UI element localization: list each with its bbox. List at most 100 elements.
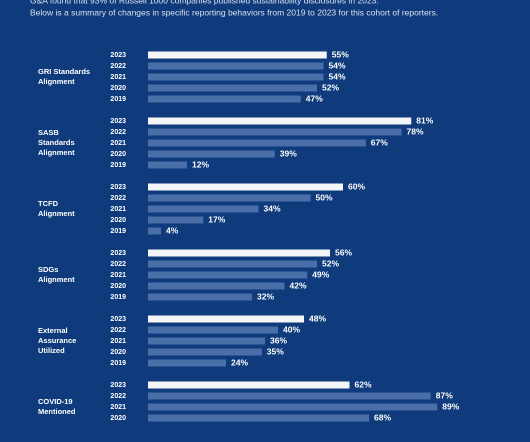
year-label: 2021	[110, 404, 126, 411]
value-label: 56%	[335, 247, 352, 257]
value-label: 12%	[192, 159, 209, 169]
value-label: 78%	[407, 126, 424, 136]
bar	[148, 260, 317, 268]
bar	[148, 161, 187, 169]
bar	[148, 282, 285, 290]
year-label: 2021	[110, 206, 126, 213]
bar	[148, 315, 304, 323]
year-label: 2022	[110, 327, 126, 334]
bar	[148, 183, 343, 191]
group-label: Mentioned	[38, 407, 76, 416]
bar	[148, 337, 265, 345]
year-label: 2023	[110, 382, 126, 389]
value-label: 52%	[322, 258, 339, 268]
group-label: SDGs	[38, 265, 58, 274]
bar	[148, 117, 412, 125]
value-label: 40%	[283, 324, 300, 334]
value-label: 17%	[208, 214, 225, 224]
year-label: 2021	[110, 338, 126, 345]
bar	[148, 194, 311, 202]
value-label: 47%	[306, 93, 323, 103]
bar	[148, 271, 308, 279]
year-label: 2019	[110, 228, 126, 235]
bar	[148, 392, 431, 400]
value-label: 42%	[290, 280, 307, 290]
bar	[148, 150, 275, 158]
value-label: 68%	[374, 412, 391, 422]
year-label: 2022	[110, 195, 126, 202]
year-label: 2023	[110, 52, 126, 59]
group-label: External	[38, 326, 68, 335]
year-label: 2023	[110, 316, 126, 323]
year-label: 2023	[110, 118, 126, 125]
group-label: Assurance	[38, 336, 76, 345]
bar	[148, 139, 366, 147]
value-label: 49%	[312, 269, 329, 279]
group-label: Standards	[38, 138, 75, 147]
group-label: Alignment	[38, 77, 75, 86]
value-label: 4%	[166, 225, 179, 235]
value-label: 55%	[332, 49, 349, 59]
bar	[148, 73, 324, 81]
group-label: SASB	[38, 128, 59, 137]
year-label: 2022	[110, 261, 126, 268]
value-label: 52%	[322, 82, 339, 92]
bar	[148, 84, 317, 92]
value-label: 54%	[329, 60, 346, 70]
bar	[148, 326, 278, 334]
year-label: 2020	[110, 349, 126, 356]
value-label: 32%	[257, 291, 274, 301]
bar	[148, 128, 402, 136]
value-label: 36%	[270, 335, 287, 345]
bar	[148, 381, 350, 389]
group-label: COVID-19	[38, 397, 73, 406]
bar	[148, 205, 259, 213]
year-label: 2020	[110, 151, 126, 158]
value-label: 35%	[267, 346, 284, 356]
group-label: Alignment	[38, 275, 75, 284]
bar	[148, 403, 438, 411]
year-label: 2020	[110, 85, 126, 92]
year-label: 2022	[110, 63, 126, 70]
year-label: 2021	[110, 140, 126, 147]
bar	[148, 216, 204, 224]
year-label: 2021	[110, 74, 126, 81]
group-label: GRI Standards	[38, 67, 90, 76]
bar	[148, 414, 369, 422]
bar	[148, 359, 226, 367]
value-label: 67%	[371, 137, 388, 147]
group-label: Utilized	[38, 346, 65, 355]
intro-text: G&A found that 93% of Russell 1000 compa…	[30, 0, 379, 5]
year-label: 2019	[110, 96, 126, 103]
bar	[148, 249, 330, 257]
year-label: 2022	[110, 393, 126, 400]
bar	[148, 62, 324, 70]
value-label: 48%	[309, 313, 326, 323]
value-label: 81%	[416, 115, 433, 125]
value-label: 24%	[231, 357, 248, 367]
year-label: 2022	[110, 129, 126, 136]
value-label: 54%	[329, 71, 346, 81]
value-label: 87%	[436, 390, 453, 400]
group-label: Alignment	[38, 148, 75, 157]
bar	[148, 293, 252, 301]
year-label: 2020	[110, 415, 126, 422]
value-label: 39%	[280, 148, 297, 158]
year-label: 2019	[110, 162, 126, 169]
year-label: 2020	[110, 283, 126, 290]
bar	[148, 348, 262, 356]
value-label: 50%	[316, 192, 333, 202]
year-label: 2021	[110, 272, 126, 279]
value-label: 89%	[442, 401, 459, 411]
year-label: 2023	[110, 184, 126, 191]
value-label: 60%	[348, 181, 365, 191]
year-label: 2019	[110, 294, 126, 301]
year-label: 2019	[110, 360, 126, 367]
value-label: 62%	[355, 379, 372, 389]
group-label: TCFD	[38, 199, 59, 208]
bar	[148, 51, 327, 59]
bar	[148, 95, 301, 103]
year-label: 2020	[110, 217, 126, 224]
year-label: 2023	[110, 250, 126, 257]
